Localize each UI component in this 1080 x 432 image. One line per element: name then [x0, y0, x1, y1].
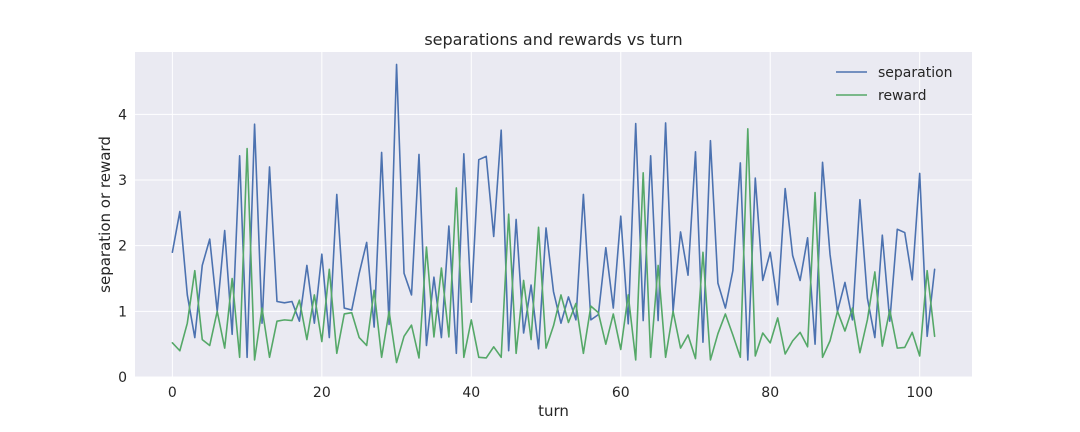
x-tick-label: 20	[313, 385, 331, 401]
y-tick-label: 0	[118, 370, 127, 386]
legend-label-separation: separation	[878, 65, 953, 81]
y-axis-label: separation or reward	[96, 136, 114, 293]
x-tick-label: 100	[906, 385, 933, 401]
y-tick-label: 1	[118, 304, 127, 320]
x-tick-label: 0	[168, 385, 177, 401]
series-line-reward	[171, 128, 936, 364]
x-tick-label: 60	[612, 385, 630, 401]
y-tick-label: 4	[118, 107, 127, 123]
legend-label-reward: reward	[878, 88, 927, 104]
y-tick-label: 2	[118, 239, 127, 255]
x-tick-label: 80	[761, 385, 779, 401]
series-lines	[171, 63, 936, 364]
series-line-separation	[171, 63, 936, 361]
chart-title: separations and rewards vs turn	[424, 30, 682, 49]
y-tick-label: 3	[118, 173, 127, 189]
x-axis-label: turn	[538, 402, 569, 420]
tick-labels: 0 20 40 60 80 100 0 1 2 3 4	[118, 107, 933, 401]
x-tick-label: 40	[462, 385, 480, 401]
legend: separation reward	[836, 65, 953, 104]
